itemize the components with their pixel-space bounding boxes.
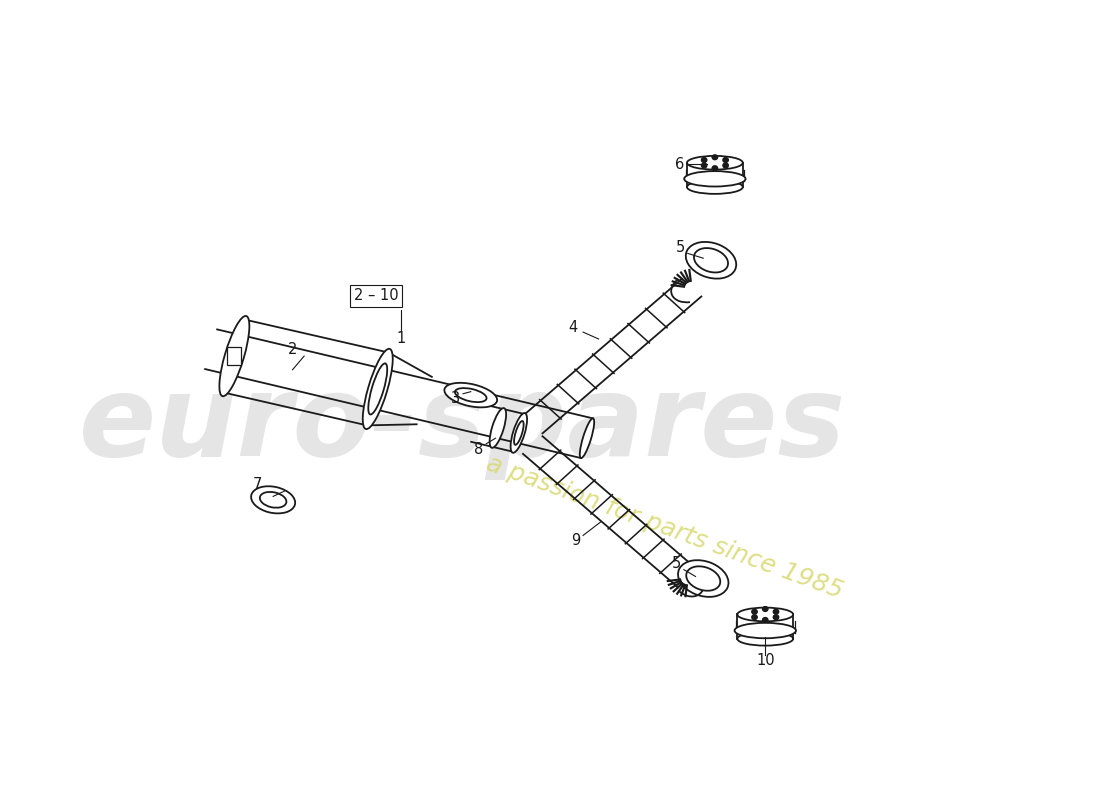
Ellipse shape bbox=[688, 180, 742, 194]
Ellipse shape bbox=[688, 156, 742, 170]
Circle shape bbox=[702, 158, 707, 162]
Text: a passion for parts since 1985: a passion for parts since 1985 bbox=[483, 451, 846, 603]
Ellipse shape bbox=[510, 413, 527, 453]
Ellipse shape bbox=[490, 408, 506, 448]
Circle shape bbox=[751, 610, 757, 614]
Ellipse shape bbox=[737, 632, 793, 646]
Ellipse shape bbox=[514, 421, 524, 445]
Ellipse shape bbox=[694, 248, 728, 273]
Text: 10: 10 bbox=[756, 653, 774, 668]
Circle shape bbox=[751, 615, 757, 619]
Text: 3: 3 bbox=[451, 391, 460, 406]
Text: 8: 8 bbox=[474, 442, 483, 458]
Circle shape bbox=[723, 163, 728, 168]
Text: 1: 1 bbox=[396, 331, 406, 346]
Text: 2: 2 bbox=[288, 342, 297, 357]
Ellipse shape bbox=[444, 383, 497, 407]
Ellipse shape bbox=[219, 316, 250, 396]
Circle shape bbox=[773, 615, 779, 619]
Ellipse shape bbox=[260, 492, 286, 508]
Circle shape bbox=[702, 163, 707, 168]
Ellipse shape bbox=[735, 623, 796, 638]
Ellipse shape bbox=[455, 388, 486, 402]
Text: 4: 4 bbox=[569, 320, 578, 335]
Circle shape bbox=[723, 158, 728, 162]
Ellipse shape bbox=[678, 560, 728, 597]
Ellipse shape bbox=[686, 566, 720, 590]
Text: euro-spares: euro-spares bbox=[79, 369, 847, 480]
Text: 2 – 10: 2 – 10 bbox=[354, 288, 398, 303]
Text: 7: 7 bbox=[253, 478, 262, 492]
Ellipse shape bbox=[363, 349, 393, 429]
Bar bbox=[228, 347, 241, 365]
Ellipse shape bbox=[368, 363, 387, 414]
Circle shape bbox=[762, 606, 768, 611]
Text: 5: 5 bbox=[675, 241, 684, 255]
Ellipse shape bbox=[685, 242, 736, 278]
Text: 6: 6 bbox=[675, 157, 684, 172]
Text: 9: 9 bbox=[571, 534, 580, 548]
Ellipse shape bbox=[684, 171, 746, 186]
Ellipse shape bbox=[251, 486, 295, 514]
Ellipse shape bbox=[580, 418, 594, 458]
Text: 5: 5 bbox=[671, 556, 681, 571]
Circle shape bbox=[712, 166, 717, 170]
Circle shape bbox=[762, 618, 768, 622]
Circle shape bbox=[712, 155, 717, 160]
Ellipse shape bbox=[737, 608, 793, 622]
Circle shape bbox=[773, 610, 779, 614]
